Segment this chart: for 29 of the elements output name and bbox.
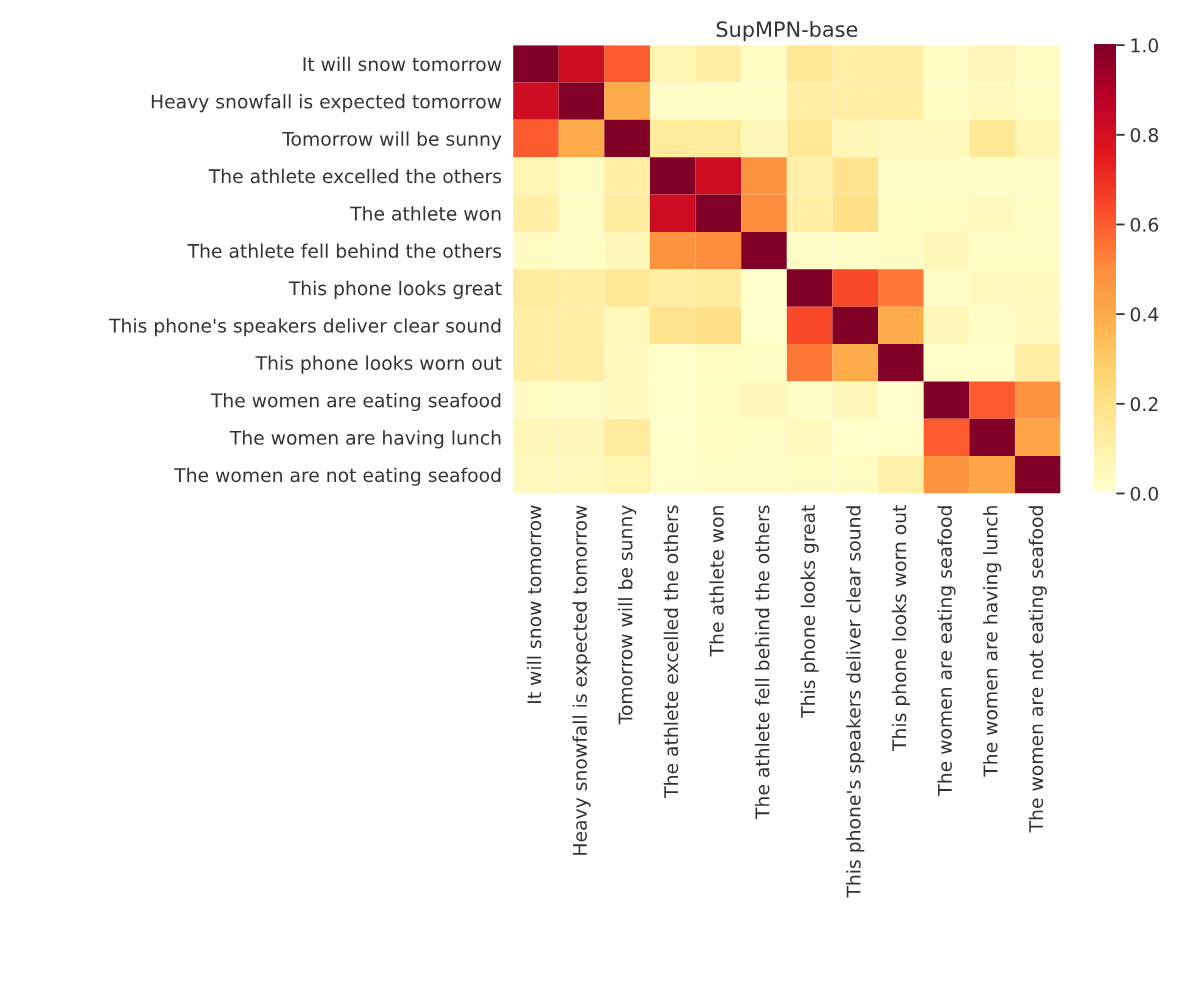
- y-tick-label: The women are not eating seafood: [174, 467, 501, 486]
- x-tick-label: This phone looks worn out: [891, 505, 910, 752]
- y-tick-label: This phone looks worn out: [255, 355, 502, 374]
- x-tick-label: The athlete fell behind the others: [754, 505, 770, 820]
- x-tick-label: Tomorrow will be sunny: [618, 505, 637, 725]
- y-tick-label: Tomorrow will be sunny: [282, 131, 502, 150]
- y-tick-label: The athlete excelled the others: [208, 168, 502, 184]
- color-bar-label: 0.4: [1130, 307, 1159, 322]
- color-bar-label: 0.6: [1130, 217, 1159, 232]
- y-tick-label: Heavy snowfall is expected tomorrow: [151, 94, 502, 113]
- y-tick-label: The athlete fell behind the others: [187, 243, 502, 259]
- y-tick-label: The women are eating seafood: [210, 392, 501, 412]
- x-tick-label: The women are not eating seafood: [1028, 506, 1047, 833]
- color-bar-label: 1.0: [1131, 38, 1159, 53]
- color-bar-label: 0.2: [1130, 397, 1158, 412]
- x-tick-label: The athlete won: [709, 506, 724, 657]
- y-tick-label: This phone's speakers deliver clear sound: [108, 318, 501, 337]
- x-tick-label: This phone's speakers deliver clear sound: [846, 506, 865, 898]
- color-bar-label: 0.0: [1130, 486, 1159, 501]
- color-bar-label: 0.8: [1130, 128, 1158, 143]
- x-tick-label: This phone looks great: [800, 505, 819, 718]
- x-tick-label: The athlete excelled the others: [663, 505, 679, 798]
- y-tick-label: This phone looks great: [288, 280, 502, 300]
- y-tick-label: The women are having lunch: [229, 430, 501, 449]
- y-tick-label: The athlete won: [350, 206, 501, 221]
- x-tick-label: The women are eating seafood: [937, 506, 956, 796]
- y-tick-label: It will snow tomorrow: [303, 56, 502, 72]
- x-tick-label: The women are having lunch: [983, 506, 1002, 777]
- chart-title: SupMPN-base: [716, 20, 858, 42]
